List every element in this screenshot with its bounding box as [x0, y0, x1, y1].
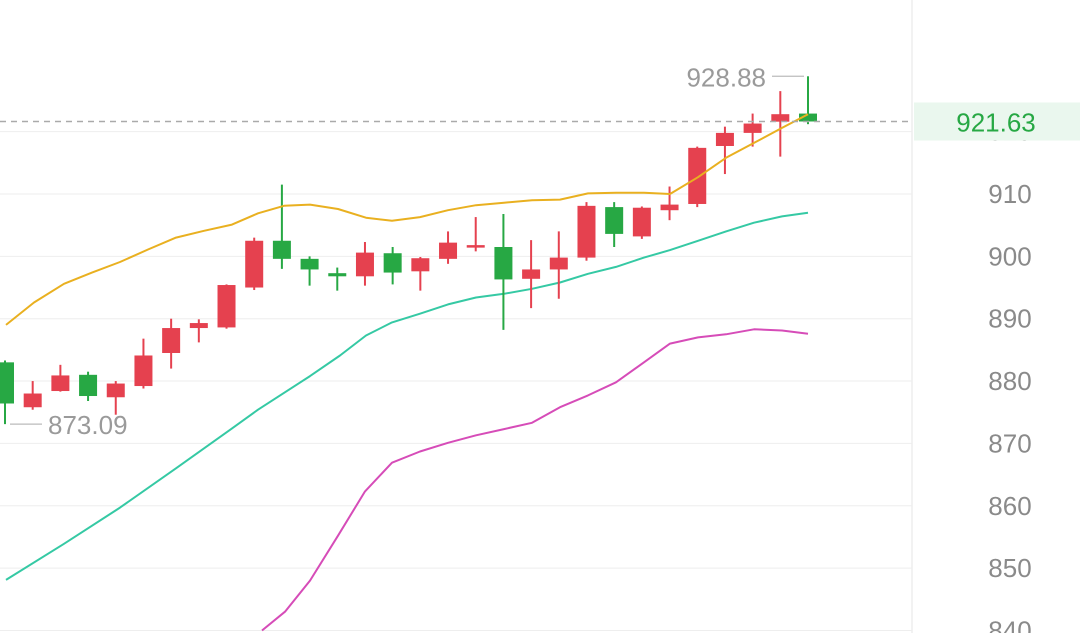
high-annotation-label: 928.88 [686, 62, 766, 92]
candle-body [189, 323, 208, 329]
y-tick-label: 900 [988, 241, 1031, 271]
candle-body [549, 257, 568, 270]
y-tick-label: 910 [988, 179, 1031, 209]
candle-body [799, 113, 817, 122]
ma-mid-line [5, 211, 809, 581]
current-price-badge [914, 102, 1080, 141]
candle-body [217, 285, 236, 328]
candle-body [355, 252, 374, 277]
y-tick-label: 880 [988, 366, 1031, 396]
current-price-label: 921.63 [956, 107, 1036, 137]
candle-body [79, 374, 98, 397]
candle-body [134, 355, 153, 387]
y-tick-label: 860 [988, 491, 1031, 521]
y-tick-label: 840 [988, 615, 1031, 633]
y-tick-label: 870 [988, 428, 1031, 458]
y-tick-label: 850 [988, 553, 1031, 583]
candle-body [383, 253, 402, 273]
candle-body [0, 362, 14, 404]
candle-body [245, 240, 264, 288]
candle-body [162, 328, 181, 353]
candle-body [715, 132, 734, 146]
candle-body [439, 242, 458, 259]
candle-body [494, 246, 513, 280]
ma-fast-line [5, 113, 809, 326]
ma-slow-line [261, 328, 809, 632]
candle-body [466, 245, 485, 248]
candle-body [51, 375, 70, 392]
candle-body [328, 273, 347, 277]
candle-body [23, 393, 42, 408]
candle-body [106, 383, 125, 398]
candle-body [688, 147, 707, 204]
low-annotation-label: 873.09 [48, 410, 128, 440]
candle-body [605, 207, 624, 234]
y-tick-label: 890 [988, 304, 1031, 334]
candle-body [411, 258, 430, 272]
candle-body [272, 240, 291, 259]
candle-body [771, 114, 790, 122]
candle-body [522, 269, 541, 279]
candle-body [300, 258, 319, 270]
candle-body [743, 123, 762, 133]
candle-body [660, 204, 679, 211]
candle-body [577, 205, 596, 258]
candle-body [632, 207, 651, 237]
